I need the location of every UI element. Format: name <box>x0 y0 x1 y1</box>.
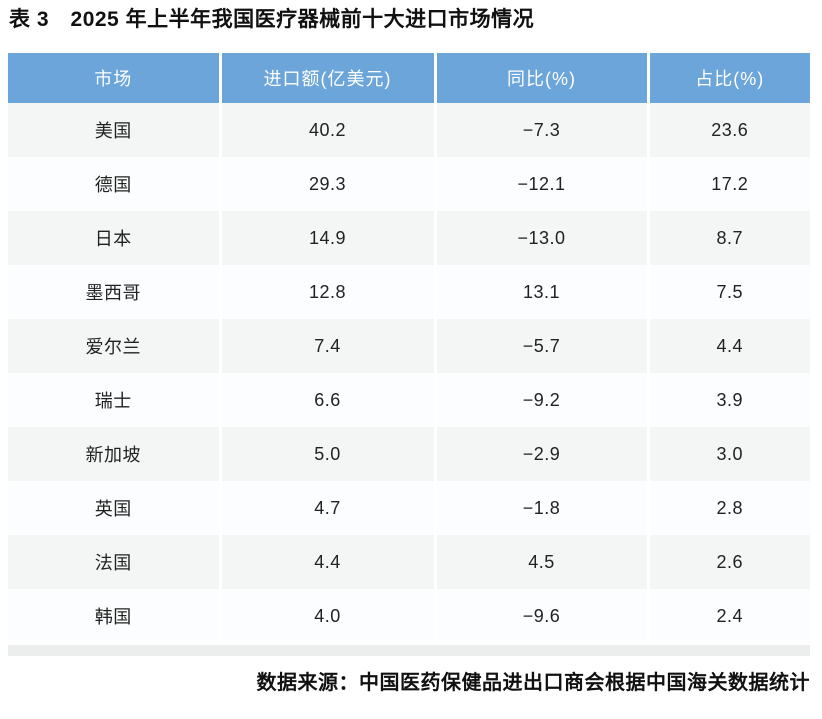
cell-share: 3.0 <box>646 427 810 481</box>
import-markets-table: 市场 进口额(亿美元) 同比(%) 占比(%) 美国 40.2 −7.3 23.… <box>8 53 810 643</box>
column-header-yoy: 同比(%) <box>433 53 648 103</box>
cell-import-value: 29.3 <box>218 157 435 211</box>
header-row: 市场 进口额(亿美元) 同比(%) 占比(%) <box>8 53 810 103</box>
cell-yoy: −7.3 <box>433 103 648 157</box>
cell-share: 17.2 <box>646 157 810 211</box>
cell-yoy: −1.8 <box>433 481 648 535</box>
cell-market: 新加坡 <box>8 427 220 481</box>
cell-import-value: 7.4 <box>218 319 435 373</box>
cell-yoy: −12.1 <box>433 157 648 211</box>
cell-market: 日本 <box>8 211 220 265</box>
cell-share: 23.6 <box>646 103 810 157</box>
table-title: 表 3 2025 年上半年我国医疗器械前十大进口市场情况 <box>9 8 535 31</box>
cell-import-value: 6.6 <box>218 373 435 427</box>
cell-market: 韩国 <box>8 589 220 643</box>
cell-share: 8.7 <box>646 211 810 265</box>
cell-share: 4.4 <box>646 319 810 373</box>
table-row: 日本 14.9 −13.0 8.7 <box>8 211 810 265</box>
table-row: 美国 40.2 −7.3 23.6 <box>8 103 810 157</box>
table-row: 新加坡 5.0 −2.9 3.0 <box>8 427 810 481</box>
cell-market: 美国 <box>8 103 220 157</box>
cell-yoy: −9.6 <box>433 589 648 643</box>
table-bottom-edge <box>8 645 810 656</box>
table-row: 爱尔兰 7.4 −5.7 4.4 <box>8 319 810 373</box>
cell-share: 2.6 <box>646 535 810 589</box>
cell-import-value: 4.7 <box>218 481 435 535</box>
table-row: 韩国 4.0 −9.6 2.4 <box>8 589 810 643</box>
cell-market: 法国 <box>8 535 220 589</box>
cell-import-value: 12.8 <box>218 265 435 319</box>
table-row: 英国 4.7 −1.8 2.8 <box>8 481 810 535</box>
column-header-import-value: 进口额(亿美元) <box>218 53 435 103</box>
cell-share: 2.8 <box>646 481 810 535</box>
cell-market: 爱尔兰 <box>8 319 220 373</box>
table-row: 墨西哥 12.8 13.1 7.5 <box>8 265 810 319</box>
cell-share: 7.5 <box>646 265 810 319</box>
cell-market: 德国 <box>8 157 220 211</box>
cell-import-value: 5.0 <box>218 427 435 481</box>
data-source-note: 数据来源：中国医药保健品进出口商会根据中国海关数据统计 <box>256 672 810 694</box>
cell-import-value: 40.2 <box>218 103 435 157</box>
cell-market: 墨西哥 <box>8 265 220 319</box>
column-header-market: 市场 <box>8 53 220 103</box>
cell-import-value: 14.9 <box>218 211 435 265</box>
cell-market: 瑞士 <box>8 373 220 427</box>
cell-share: 2.4 <box>646 589 810 643</box>
table-row: 瑞士 6.6 −9.2 3.9 <box>8 373 810 427</box>
cell-yoy: 13.1 <box>433 265 648 319</box>
cell-import-value: 4.4 <box>218 535 435 589</box>
cell-yoy: −9.2 <box>433 373 648 427</box>
table-row: 德国 29.3 −12.1 17.2 <box>8 157 810 211</box>
cell-share: 3.9 <box>646 373 810 427</box>
cell-yoy: −2.9 <box>433 427 648 481</box>
column-header-share: 占比(%) <box>646 53 810 103</box>
cell-yoy: −13.0 <box>433 211 648 265</box>
table-row: 法国 4.4 4.5 2.6 <box>8 535 810 589</box>
table-container: 市场 进口额(亿美元) 同比(%) 占比(%) 美国 40.2 −7.3 23.… <box>8 53 810 656</box>
cell-import-value: 4.0 <box>218 589 435 643</box>
cell-market: 英国 <box>8 481 220 535</box>
cell-yoy: 4.5 <box>433 535 648 589</box>
cell-yoy: −5.7 <box>433 319 648 373</box>
